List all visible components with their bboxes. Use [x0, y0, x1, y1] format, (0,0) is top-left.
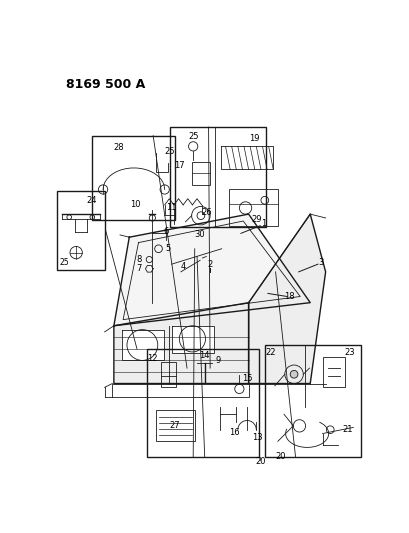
Text: 14: 14	[199, 351, 209, 360]
Text: 22: 22	[265, 348, 276, 357]
Text: 30: 30	[193, 230, 204, 239]
Bar	[146, 349, 258, 457]
Text: 1: 1	[261, 219, 266, 228]
Bar	[228, 189, 277, 225]
Text: 6: 6	[163, 227, 169, 236]
Text: 25: 25	[60, 258, 70, 267]
Circle shape	[290, 370, 297, 378]
Text: 19: 19	[249, 134, 259, 143]
Bar	[156, 410, 194, 441]
Text: 21: 21	[342, 425, 353, 434]
Text: 10: 10	[130, 200, 140, 209]
Text: 20: 20	[274, 452, 285, 461]
Polygon shape	[248, 214, 325, 384]
Bar	[160, 362, 176, 386]
Text: 5: 5	[165, 244, 170, 253]
Text: 28: 28	[113, 143, 124, 151]
Bar	[170, 127, 266, 227]
Text: 12: 12	[147, 353, 157, 362]
Text: 20: 20	[254, 457, 265, 466]
Text: 29: 29	[251, 215, 262, 224]
Bar	[112, 384, 249, 398]
Text: 8169 500 A: 8169 500 A	[66, 78, 145, 91]
Text: 25: 25	[164, 147, 175, 156]
Text: 23: 23	[344, 348, 354, 357]
Polygon shape	[114, 303, 248, 384]
Text: 8: 8	[136, 255, 142, 264]
Text: 7: 7	[136, 264, 142, 273]
Bar	[323, 357, 344, 387]
Text: 13: 13	[252, 433, 263, 442]
Text: 25: 25	[187, 132, 198, 141]
Text: 2: 2	[207, 260, 212, 269]
Bar	[191, 161, 210, 185]
Text: 17: 17	[173, 161, 184, 170]
Text: 16: 16	[228, 427, 239, 437]
Polygon shape	[114, 214, 310, 326]
Text: 15: 15	[241, 374, 252, 383]
Text: 18: 18	[283, 292, 294, 301]
Polygon shape	[171, 326, 213, 353]
Text: 11: 11	[166, 203, 176, 212]
Text: 9: 9	[215, 356, 220, 365]
Text: 3: 3	[317, 258, 323, 267]
Text: 4: 4	[180, 262, 185, 271]
Bar	[57, 191, 105, 270]
Text: 24: 24	[86, 196, 97, 205]
Polygon shape	[121, 329, 164, 360]
Text: 27: 27	[169, 422, 180, 430]
Bar	[91, 135, 174, 220]
Bar	[264, 345, 360, 457]
Text: 26: 26	[201, 208, 212, 217]
